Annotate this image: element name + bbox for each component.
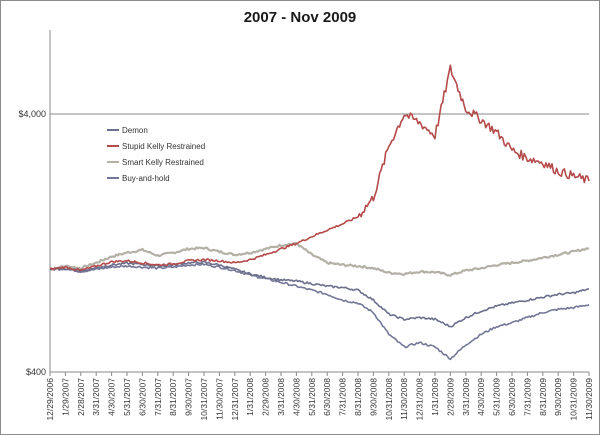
x-tick-label: 5/31/2009 bbox=[492, 378, 502, 416]
x-tick-label: 11/30/2007 bbox=[214, 378, 224, 420]
series-line-stupid-kelly-restrained bbox=[49, 64, 590, 271]
y-tick-label: $400 bbox=[26, 367, 46, 377]
legend-label: Buy-and-hold bbox=[122, 174, 170, 183]
x-tick-label: 1/31/2009 bbox=[430, 378, 440, 416]
x-tick-label: 3/31/2009 bbox=[461, 378, 471, 416]
x-tick-label: 10/31/2009 bbox=[569, 378, 579, 421]
x-tick-label: 12/31/2007 bbox=[230, 378, 240, 421]
x-tick-label: 2/28/2007 bbox=[76, 378, 86, 416]
x-tick-label: 5/31/2008 bbox=[307, 378, 317, 416]
x-tick-label: 4/30/2007 bbox=[107, 378, 117, 416]
x-tick-label: 3/31/2008 bbox=[276, 378, 286, 416]
legend-label: Demon bbox=[122, 126, 148, 135]
x-tick-label: 2/29/2008 bbox=[261, 378, 271, 416]
series-line-smart-kelly-restrained bbox=[49, 241, 590, 277]
x-tick-label: 6/30/2007 bbox=[137, 378, 147, 416]
x-tick-label: 2/28/2009 bbox=[445, 378, 455, 416]
x-tick-label: 5/31/2007 bbox=[122, 378, 132, 416]
chart-title: 2007 - Nov 2009 bbox=[243, 9, 357, 26]
x-tick-label: 6/30/2008 bbox=[322, 378, 332, 416]
legend-label: Smart Kelly Restrained bbox=[122, 158, 204, 167]
legend: Demon Stupid Kelly Restrained Smart Kelly … bbox=[107, 126, 205, 183]
x-tick-label: 9/30/2009 bbox=[553, 378, 563, 416]
x-tick-label: 4/30/2009 bbox=[476, 378, 486, 416]
x-tick-label: 6/30/2009 bbox=[507, 378, 517, 416]
series-layer bbox=[49, 64, 590, 361]
x-tick-label: 8/31/2008 bbox=[353, 378, 363, 416]
x-tick-label: 10/31/2008 bbox=[384, 378, 394, 421]
y-tick-label: $4,000 bbox=[18, 109, 46, 119]
x-tick-label: 12/31/2008 bbox=[415, 378, 425, 421]
x-tick-label: 8/31/2007 bbox=[168, 378, 178, 416]
x-tick-label: 8/31/2009 bbox=[538, 378, 548, 416]
x-tick-label: 7/31/2007 bbox=[153, 378, 163, 416]
series-line-buy-and-hold bbox=[49, 262, 590, 361]
x-tick-label: 7/31/2009 bbox=[522, 378, 532, 416]
x-tick-label: 12/29/2006 bbox=[45, 378, 55, 421]
x-tick-label: 1/29/2007 bbox=[60, 378, 70, 416]
x-tick-label: 9/30/2008 bbox=[368, 378, 378, 416]
x-tick-label: 9/30/2007 bbox=[184, 378, 194, 416]
x-tick-label: 3/31/2007 bbox=[91, 378, 101, 416]
series-line-demon bbox=[50, 260, 590, 328]
x-tick-label: 10/31/2007 bbox=[199, 378, 209, 421]
x-tick-label: 7/31/2008 bbox=[338, 378, 348, 416]
x-tick-label: 4/30/2008 bbox=[291, 378, 301, 416]
legend-label: Stupid Kelly Restrained bbox=[122, 142, 205, 151]
x-tick-label: 11/30/2009 bbox=[584, 378, 594, 420]
x-tick-label: 1/31/2008 bbox=[245, 378, 255, 416]
x-tick-label: 11/30/2008 bbox=[399, 378, 409, 420]
